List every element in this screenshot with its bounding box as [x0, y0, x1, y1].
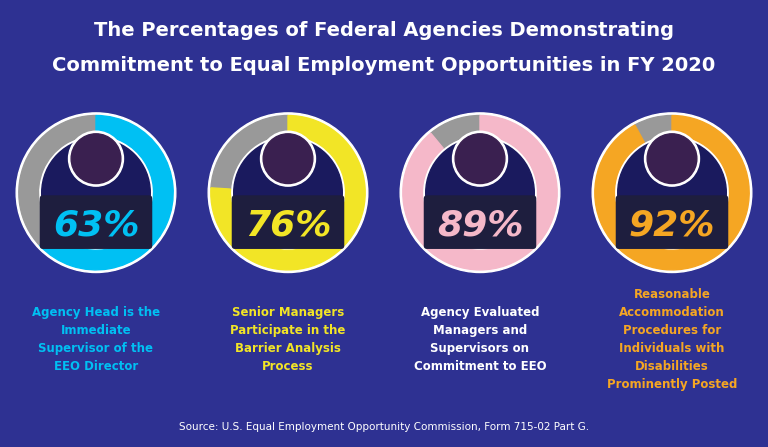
Circle shape — [644, 131, 700, 186]
Text: Agency Evaluated
Managers and
Supervisors on
Commitment to EEO: Agency Evaluated Managers and Supervisor… — [414, 306, 546, 373]
Wedge shape — [592, 113, 752, 273]
Circle shape — [233, 139, 343, 247]
Text: 76%: 76% — [245, 209, 331, 243]
Circle shape — [452, 131, 508, 186]
Text: 89%: 89% — [437, 209, 523, 243]
Text: The Percentages of Federal Agencies Demonstrating: The Percentages of Federal Agencies Demo… — [94, 21, 674, 40]
Circle shape — [41, 139, 151, 247]
Text: Reasonable
Accommodation
Procedures for
Individuals with
Disabilities
Prominentl: Reasonable Accommodation Procedures for … — [607, 288, 737, 391]
Circle shape — [647, 134, 697, 184]
Wedge shape — [594, 115, 750, 270]
Wedge shape — [208, 113, 368, 273]
Circle shape — [263, 134, 313, 184]
Wedge shape — [431, 115, 480, 148]
FancyBboxPatch shape — [232, 195, 344, 249]
FancyBboxPatch shape — [424, 195, 536, 249]
Circle shape — [455, 134, 505, 184]
Text: Source: U.S. Equal Employment Opportunity Commission, Form 715-02 Part G.: Source: U.S. Equal Employment Opportunit… — [179, 422, 589, 432]
Wedge shape — [211, 115, 288, 189]
Text: Agency Head is the
Immediate
Supervisor of the
EEO Director: Agency Head is the Immediate Supervisor … — [32, 306, 160, 373]
FancyBboxPatch shape — [40, 195, 152, 249]
Wedge shape — [402, 115, 558, 270]
Text: 63%: 63% — [53, 209, 139, 243]
Circle shape — [71, 134, 121, 184]
Wedge shape — [635, 115, 672, 142]
FancyBboxPatch shape — [616, 195, 728, 249]
Circle shape — [68, 131, 124, 186]
Wedge shape — [40, 115, 174, 270]
Circle shape — [425, 139, 535, 247]
Circle shape — [617, 139, 727, 247]
Wedge shape — [210, 115, 366, 270]
Text: 92%: 92% — [629, 209, 715, 243]
Wedge shape — [400, 113, 560, 273]
Wedge shape — [18, 115, 96, 245]
Text: Commitment to Equal Employment Opportunities in FY 2020: Commitment to Equal Employment Opportuni… — [52, 56, 716, 75]
Circle shape — [260, 131, 316, 186]
Text: Senior Managers
Participate in the
Barrier Analysis
Process: Senior Managers Participate in the Barri… — [230, 306, 346, 373]
Wedge shape — [16, 113, 176, 273]
